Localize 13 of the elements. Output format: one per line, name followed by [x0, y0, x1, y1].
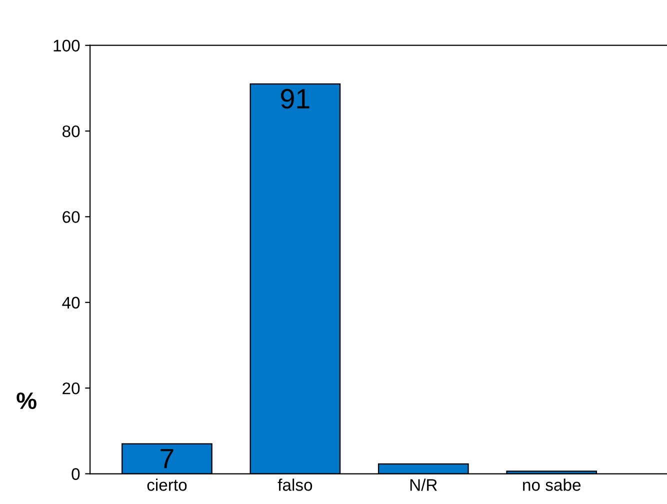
y-tick-label: 60 — [62, 211, 80, 223]
x-tick-label: cierto — [147, 478, 187, 491]
y-tick-label: 0 — [72, 468, 80, 480]
data-label: 91 — [281, 88, 310, 109]
y-tick-label: 20 — [62, 382, 80, 394]
x-tick-label: falso — [278, 478, 312, 491]
y-tick-label: 100 — [54, 40, 80, 52]
x-tick-label: no sabe — [523, 478, 581, 491]
y-tick-label: 80 — [62, 125, 80, 138]
y-axis-title: % — [16, 392, 36, 410]
x-tick-label: N/R — [410, 478, 437, 491]
y-tick-label: 40 — [62, 296, 80, 309]
data-label: 7 — [160, 449, 174, 468]
